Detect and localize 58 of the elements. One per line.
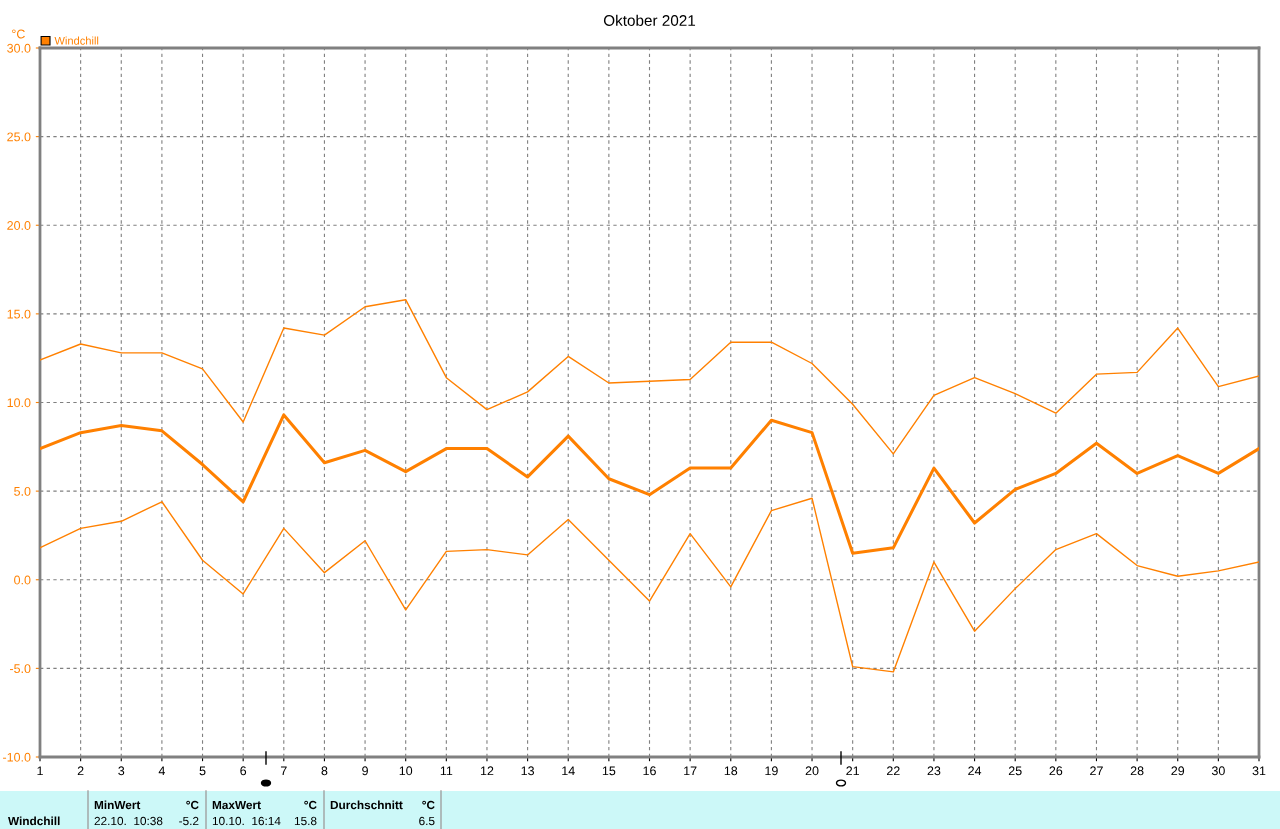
x-tick-label: 1 xyxy=(37,766,43,776)
text: -5.2 xyxy=(179,816,199,826)
line-series xyxy=(40,298,1259,455)
x-tick-label: 14 xyxy=(562,766,575,776)
y-axis-title: °C xyxy=(12,29,25,39)
x-tick-label: 5 xyxy=(199,766,206,776)
text: MinWert xyxy=(94,800,141,810)
x-tick-label: 2 xyxy=(77,766,84,776)
y-tick-label: 20.0 xyxy=(7,221,31,230)
text: Windchill xyxy=(8,816,60,826)
y-tick-label: 30.0 xyxy=(7,43,31,53)
x-tick-label: 23 xyxy=(927,766,941,776)
x-tick-label: 28 xyxy=(1130,766,1144,776)
text: °C xyxy=(422,800,435,810)
x-tick-label: 3 xyxy=(118,766,125,776)
x-tick-label: 29 xyxy=(1171,766,1185,776)
text: °C xyxy=(186,800,199,810)
y-tick-label: 10.0 xyxy=(7,398,31,408)
text: 6.5 xyxy=(419,816,435,826)
line-series xyxy=(40,413,1259,555)
x-tick-label: 24 xyxy=(968,766,982,776)
y-tick-label: 25.0 xyxy=(7,132,31,142)
x-tick-label: 25 xyxy=(1008,766,1022,776)
text: Durchschnitt xyxy=(330,800,403,810)
x-tick-label: 31 xyxy=(1252,766,1266,776)
x-tick-label: 15 xyxy=(602,766,616,776)
x-tick-label: 17 xyxy=(684,766,697,776)
x-tick-label: 4 xyxy=(158,766,166,776)
x-tick-label: 22 xyxy=(886,766,900,776)
line-series xyxy=(40,497,1259,673)
y-tick-label: -5.0 xyxy=(9,664,31,674)
x-tick-label: 6 xyxy=(240,766,247,776)
x-tick-label: 26 xyxy=(1049,766,1063,776)
text: °C xyxy=(304,800,317,810)
x-tick-label: 21 xyxy=(846,766,860,776)
x-tick-label: 20 xyxy=(805,766,819,776)
text: 22.10. 10:38 xyxy=(94,816,163,826)
x-tick-label: 12 xyxy=(480,766,494,776)
text: MaxWert xyxy=(212,800,261,810)
y-tick-label: 5.0 xyxy=(14,486,31,496)
x-tick-label: 7 xyxy=(280,766,287,776)
text: 15.8 xyxy=(294,816,317,826)
x-tick-label: 27 xyxy=(1090,766,1103,776)
x-tick-label: 16 xyxy=(643,766,656,776)
text: 10.10. 16:14 xyxy=(212,816,281,826)
x-tick-label: 10 xyxy=(399,766,413,776)
x-tick-label: 8 xyxy=(321,766,328,776)
y-tick-label: 0.0 xyxy=(14,575,31,585)
x-tick-label: 18 xyxy=(724,766,738,776)
y-tick-label: 15.0 xyxy=(7,309,31,319)
chart-title: Oktober 2021 xyxy=(603,14,696,26)
y-tick-label: -10.0 xyxy=(3,752,31,762)
legend-label: Windchill xyxy=(54,36,99,45)
x-tick-label: 11 xyxy=(440,766,453,776)
x-tick-label: 30 xyxy=(1211,766,1225,776)
x-tick-label: 19 xyxy=(765,766,778,776)
x-tick-label: 13 xyxy=(521,766,534,776)
x-tick-label: 9 xyxy=(362,766,368,776)
